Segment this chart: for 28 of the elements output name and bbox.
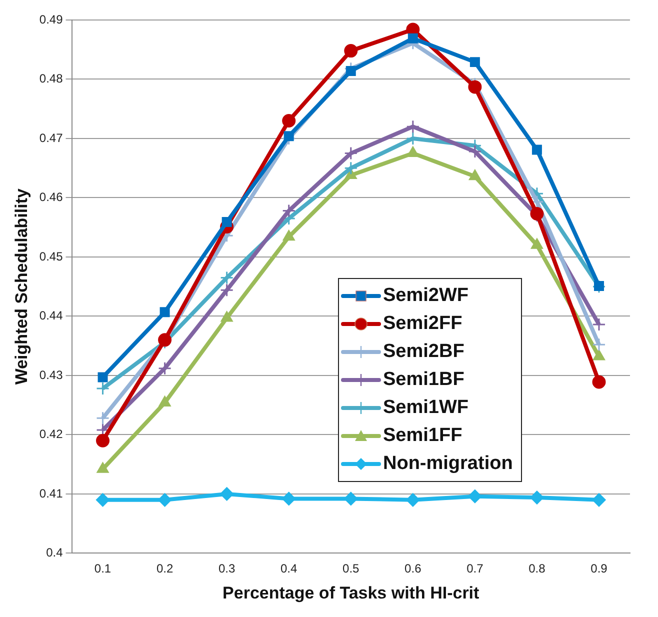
x-tick-label: 0.3 <box>218 562 236 576</box>
y-tick-label: 0.41 <box>39 486 64 500</box>
y-tick-label: 0.44 <box>39 308 64 323</box>
y-tick-label: 0.48 <box>39 72 64 86</box>
x-tick-label: 0.5 <box>342 562 360 576</box>
legend-label: Non-migration <box>383 453 513 475</box>
x-tick-label: 0.2 <box>156 562 174 576</box>
x-axis-title: Percentage of Tasks with HI-crit <box>222 583 480 602</box>
y-tick-label: 0.43 <box>39 368 64 382</box>
x-tick-label: 0.4 <box>280 562 298 576</box>
x-tick-label: 0.6 <box>404 562 422 576</box>
y-axis-title: Weighted Schedulability <box>12 188 31 385</box>
legend-label: Semi2FF <box>383 313 462 335</box>
legend-label: Semi2BF <box>383 341 464 363</box>
y-tick-label: 0.45 <box>39 249 64 264</box>
y-tick-label: 0.47 <box>39 130 64 145</box>
x-tick-label: 0.7 <box>466 562 484 576</box>
y-tick-label: 0.42 <box>39 427 64 442</box>
legend-label: Semi1FF <box>383 425 462 447</box>
x-tick-label: 0.1 <box>94 562 112 576</box>
y-tick-label: 0.4 <box>46 546 64 560</box>
legend-label: Semi2WF <box>383 285 469 307</box>
y-tick-label: 0.46 <box>39 190 64 204</box>
legend-label: Semi1BF <box>383 369 464 391</box>
x-tick-label: 0.8 <box>528 562 546 576</box>
y-tick-label: 0.49 <box>39 12 64 26</box>
legend-label: Semi1WF <box>383 397 469 419</box>
x-tick-label: 0.9 <box>590 562 608 576</box>
